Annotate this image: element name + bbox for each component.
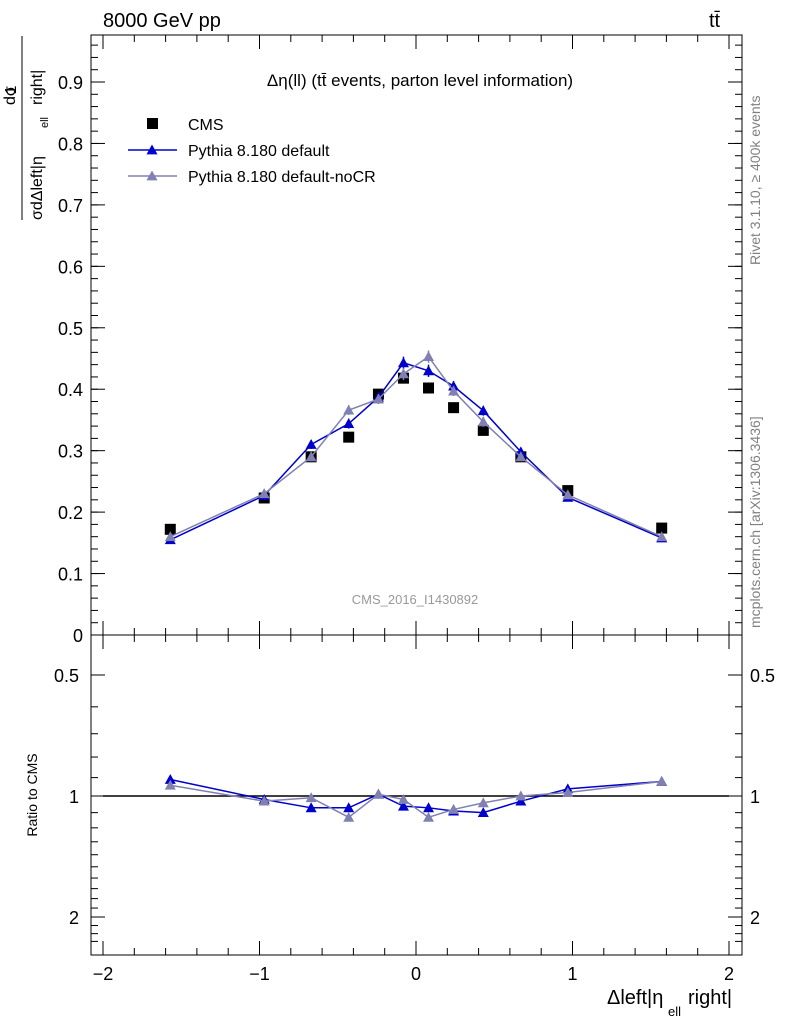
data-point — [448, 385, 460, 396]
series-cms — [164, 372, 668, 535]
ratio-panel: Ratio to CMS −2 −1 0 1 2 0.5 0.5 1 1 2 2 — [24, 634, 775, 984]
y-tick-label: 0.3 — [58, 442, 83, 462]
y-tick-label: 0.8 — [58, 134, 83, 154]
ratio-frame — [90, 634, 743, 956]
svg-text:dσ: dσ — [2, 86, 19, 105]
data-point — [305, 439, 317, 449]
legend-marker — [146, 170, 158, 181]
ratio-data-point — [477, 797, 489, 808]
data-point — [477, 405, 489, 416]
chart-title: Δη(ll) (tt̄ events, parton level informa… — [267, 71, 573, 90]
legend: CMS Pythia 8.180 default Pythia 8.180 defa… — [128, 117, 376, 186]
ratio-data-point — [343, 802, 355, 813]
ratio-series-line — [170, 778, 662, 814]
ratio-data-point — [515, 790, 527, 801]
process-label: tt̄ — [709, 10, 721, 32]
data-point — [305, 451, 317, 462]
svg-text:ell: ell — [39, 117, 51, 128]
ratio-data-point — [305, 802, 317, 813]
series-line — [169, 355, 663, 538]
data-point — [477, 424, 489, 436]
legend-label: Pythia 8.180 default — [188, 143, 330, 160]
energy-label: 8000 GeV pp — [103, 10, 221, 32]
ratio-y-axis-label: Ratio to CMS — [24, 753, 40, 836]
data-point — [448, 402, 460, 414]
y-tick-label: 0 — [73, 626, 83, 646]
y-tick-label: 0.9 — [58, 73, 83, 93]
y-tick-label: 0.5 — [58, 319, 83, 339]
ratio-y-tick-label-right: 1 — [750, 787, 760, 807]
rivet-version-label: Rivet 3.1.10, ≥ 400k events — [747, 95, 763, 265]
ratio-data-point — [258, 795, 270, 806]
series-line — [169, 361, 663, 541]
data-point — [343, 431, 355, 443]
ratio-series-line — [170, 780, 662, 819]
main-panel: Δη(ll) (tt̄ events, parton level informa… — [2, 34, 743, 646]
ratio-data-point — [515, 795, 527, 806]
ratio-y-tick-label: 1 — [69, 787, 79, 807]
ratio-data-point — [305, 792, 317, 803]
data-point — [343, 418, 355, 429]
ratio-y-tick-label-right: 0.5 — [750, 666, 775, 686]
ratio-y-tick-label-right: 2 — [750, 908, 760, 928]
data-point — [656, 522, 668, 534]
svg-text:Δleft|η: Δleft|η — [607, 987, 663, 1009]
mcplots-label: mcplots.cern.ch [arXiv:1306.3436] — [747, 416, 763, 628]
data-point — [423, 382, 435, 394]
x-tick-label: 2 — [724, 964, 734, 984]
data-point — [515, 451, 527, 462]
ratio-data-point — [562, 786, 574, 797]
ratio-data-point — [164, 774, 176, 784]
data-point — [562, 489, 574, 500]
x-axis-label: Δleft|η ell right| — [607, 987, 732, 1019]
ratio-data-point — [656, 775, 668, 786]
x-tick-label: −2 — [93, 964, 114, 984]
ratio-series-pythia-default-nocr — [164, 775, 668, 822]
ratio-data-point — [397, 793, 409, 804]
main-y-axis-label: 1 dσ σdΔleft|η ell right| — [2, 36, 51, 220]
x-tick-label: −1 — [249, 964, 270, 984]
ratio-y-tick-label: 2 — [69, 908, 79, 928]
data-point — [164, 531, 176, 542]
data-point — [656, 531, 668, 542]
series-pythia-default-nocr — [164, 350, 668, 542]
y-tick-label: 0.4 — [58, 380, 83, 400]
data-point — [164, 523, 176, 535]
legend-marker — [146, 144, 158, 155]
y-tick-label: 0.2 — [58, 503, 83, 523]
data-point — [423, 365, 435, 376]
data-point — [423, 351, 435, 362]
y-tick-label: 0.7 — [58, 196, 83, 216]
ratio-y-tick-label: 0.5 — [54, 666, 79, 686]
data-point — [258, 488, 270, 499]
ratio-data-point — [448, 803, 460, 814]
analysis-watermark: CMS_2016_I1430892 — [352, 592, 479, 607]
ratio-data-point — [372, 788, 384, 799]
ratio-data-point — [423, 811, 435, 822]
y-tick-label: 0.1 — [58, 565, 83, 585]
ratio-data-point — [423, 802, 435, 813]
ratio-data-point — [397, 800, 409, 811]
series-pythia-default — [164, 356, 668, 545]
svg-text:1: 1 — [3, 85, 20, 94]
data-point — [397, 368, 409, 379]
svg-text:right|: right| — [688, 987, 732, 1009]
data-point — [343, 404, 355, 415]
svg-text:right|: right| — [29, 70, 46, 105]
svg-text:σdΔleft|η: σdΔleft|η — [29, 156, 46, 220]
legend-label: Pythia 8.180 default-noCR — [188, 169, 376, 186]
legend-marker — [147, 118, 158, 129]
legend-label: CMS — [188, 117, 224, 134]
ratio-data-point — [343, 811, 355, 822]
y-tick-label: 0.6 — [58, 257, 83, 277]
data-point — [477, 416, 489, 427]
ratio-data-point — [164, 779, 176, 790]
data-point — [372, 393, 384, 404]
svg-text:ell: ell — [668, 1004, 681, 1019]
x-tick-label: 0 — [411, 964, 421, 984]
x-tick-label: 1 — [567, 964, 577, 984]
ratio-data-point — [477, 807, 489, 818]
data-point — [397, 357, 409, 368]
